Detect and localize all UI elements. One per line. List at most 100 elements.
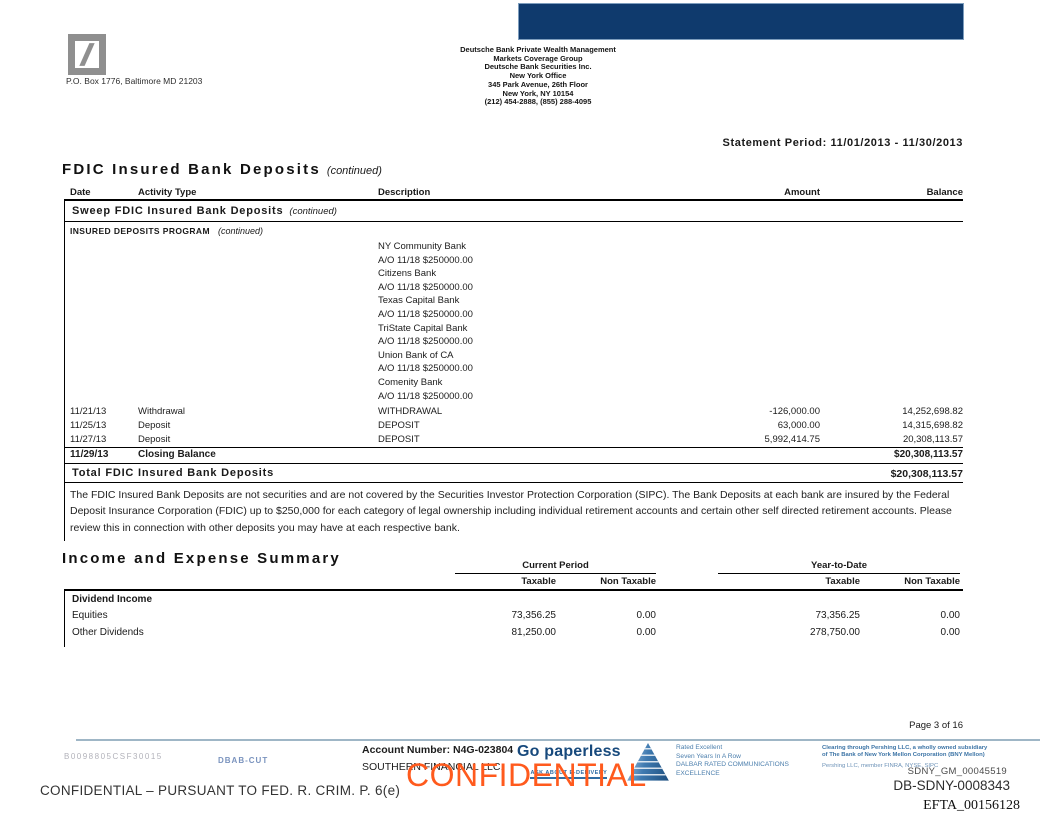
account-name: SOUTHERN FINANCIAL LLC.: [362, 760, 504, 773]
row-date: 11/21/13: [70, 406, 107, 417]
income-left-border: [64, 589, 65, 647]
group-header-current-period: Current Period: [522, 560, 589, 571]
row-balance: 14,252,698.82: [902, 406, 963, 417]
statement-period: Statement Period: 11/01/2013 - 11/30/201…: [722, 137, 963, 149]
income-value: 0.00: [636, 610, 656, 621]
row-activity: Deposit: [138, 434, 171, 445]
pershing-line: of The Bank of New York Mellon Corporati…: [822, 752, 985, 759]
row-amount: -126,000.00: [769, 406, 820, 417]
income-section-title: Income and Expense Summary: [62, 550, 341, 567]
subsection-rule: [64, 221, 963, 222]
firm-line: New York Office: [509, 71, 567, 81]
sub-header-cp-taxable: Taxable: [521, 576, 556, 587]
income-value: 73,356.25: [815, 610, 861, 621]
page-number: Page 3 of 16: [909, 720, 963, 731]
description-line: A/O 11/18 $250000.00: [378, 363, 473, 375]
col-header-description: Description: [378, 187, 431, 198]
return-address: P.O. Box 1776, Baltimore MD 21203: [66, 76, 203, 86]
dalbar-line: EXCELLENCE: [676, 769, 720, 777]
footer-rule: [76, 739, 1040, 741]
fdic-section-title: FDIC Insured Bank Deposits (continued): [62, 161, 382, 178]
col-header-balance: Balance: [926, 187, 963, 198]
description-line: A/O 11/18 $250000.00: [378, 281, 473, 293]
dalbar-rating-block: Rated Excellent Seven Years In A Row DAL…: [676, 744, 789, 778]
bates-db-sdny: DB-SDNY-0008343: [893, 778, 1010, 793]
pershing-disclosure: Clearing through Pershing LLC, a wholly …: [822, 745, 1042, 770]
description-line: TriState Capital Bank: [378, 322, 468, 334]
deutsche-bank-logo: [68, 34, 106, 75]
firm-line: Deutsche Bank Securities Inc.: [484, 62, 592, 72]
row-description: WITHDRAWAL: [378, 406, 443, 417]
row-description: DEPOSIT: [378, 434, 420, 445]
sub-header-cp-non-taxable: Non Taxable: [600, 576, 656, 587]
closing-label: Closing Balance: [138, 449, 216, 460]
continued-note: (continued): [289, 206, 337, 217]
bates-sdny-gm: SDNY_GM_00045519: [907, 766, 1007, 777]
description-line: Union Bank of CA: [378, 349, 454, 361]
income-row-label: Other Dividends: [72, 627, 144, 638]
go-paperless-subtitle: ASK ABOUT E-DELIVERY: [530, 770, 608, 779]
sub-header-ytd-taxable: Taxable: [825, 576, 860, 587]
closing-rule: [64, 447, 963, 448]
income-value: 0.00: [940, 610, 960, 621]
program-continued-note: (continued): [218, 226, 264, 236]
income-value: 73,356.25: [511, 610, 557, 621]
description-line: NY Community Bank: [378, 241, 466, 252]
table-left-border: [64, 200, 65, 541]
description-line: A/O 11/18 $250000.00: [378, 254, 473, 266]
income-value: 81,250.00: [511, 627, 557, 638]
pershing-line: Clearing through Pershing LLC, a wholly …: [822, 745, 988, 751]
income-row-label: Equities: [72, 610, 108, 621]
current-period-rule: [455, 573, 656, 574]
sweep-subsection-title: Sweep FDIC Insured Bank Deposits (continu…: [72, 205, 337, 217]
description-line: Texas Capital Bank: [378, 295, 460, 307]
col-header-amount: Amount: [784, 187, 820, 198]
row-amount: 63,000.00: [777, 420, 820, 431]
confidential-watermark: CONFIDENTIAL: [406, 757, 647, 793]
bates-efta: EFTA_00156128: [923, 798, 1020, 813]
total-rule-bottom: [64, 482, 963, 483]
sub-header-ytd-non-taxable: Non Taxable: [904, 576, 960, 587]
income-value: 0.00: [940, 627, 960, 638]
row-balance: 14,315,698.82: [902, 420, 963, 431]
continued-note: (continued): [326, 165, 382, 177]
bank-description-list: NY Community Bank A/O 11/18 $250000.00 C…: [378, 240, 473, 403]
col-header-date: Date: [70, 187, 91, 198]
income-value: 278,750.00: [809, 627, 860, 638]
row-date: 11/25/13: [70, 420, 107, 431]
total-rule-top: [64, 463, 963, 464]
table-header-rule: [64, 199, 963, 201]
description-line: A/O 11/18 $250000.00: [378, 336, 473, 348]
row-date: 11/27/13: [70, 434, 107, 445]
dalbar-line: DALBAR RATED COMMUNICATIONS: [676, 761, 789, 769]
closing-date: 11/29/13: [70, 449, 109, 460]
row-activity: Deposit: [138, 420, 171, 431]
dbab-cut-label: DBAB-CUT: [218, 756, 269, 765]
firm-line: Markets Coverage Group: [493, 53, 583, 63]
row-activity: Withdrawal: [138, 406, 185, 417]
group-header-year-to-date: Year-to-Date: [811, 560, 867, 571]
col-header-activity: Activity Type: [138, 187, 197, 198]
dalbar-line: Rated Excellent: [676, 744, 723, 751]
description-line: A/O 11/18 $250000.00: [378, 390, 473, 402]
total-label: Total FDIC Insured Bank Deposits: [72, 467, 275, 479]
row-description: DEPOSIT: [378, 420, 420, 431]
form-code: B0098805CSF30015: [64, 752, 163, 761]
firm-address-block: Deutsche Bank Private Wealth Management …: [418, 45, 658, 107]
income-header-rule: [64, 589, 963, 591]
closing-balance-value: $20,308,113.57: [894, 449, 963, 460]
go-paperless-title: Go paperless: [517, 743, 621, 760]
income-value: 0.00: [636, 627, 656, 638]
total-balance-value: $20,308,113.57: [890, 468, 963, 480]
description-line: Comenity Bank: [378, 376, 443, 388]
top-navy-bar: [518, 3, 964, 40]
firm-line: 345 Park Avenue, 26th Floor: [488, 79, 588, 89]
account-number: Account Number: N4G-023804: [362, 744, 514, 756]
firm-line: Deutsche Bank Private Wealth Management: [460, 45, 616, 54]
firm-line: New York, NY 10154: [502, 88, 574, 98]
go-paperless-block: Go paperless ASK ABOUT E-DELIVERY: [517, 743, 621, 779]
year-to-date-rule: [718, 573, 960, 574]
description-line: Citizens Bank: [378, 268, 437, 280]
fdic-disclaimer: The FDIC Insured Bank Deposits are not s…: [70, 489, 952, 534]
